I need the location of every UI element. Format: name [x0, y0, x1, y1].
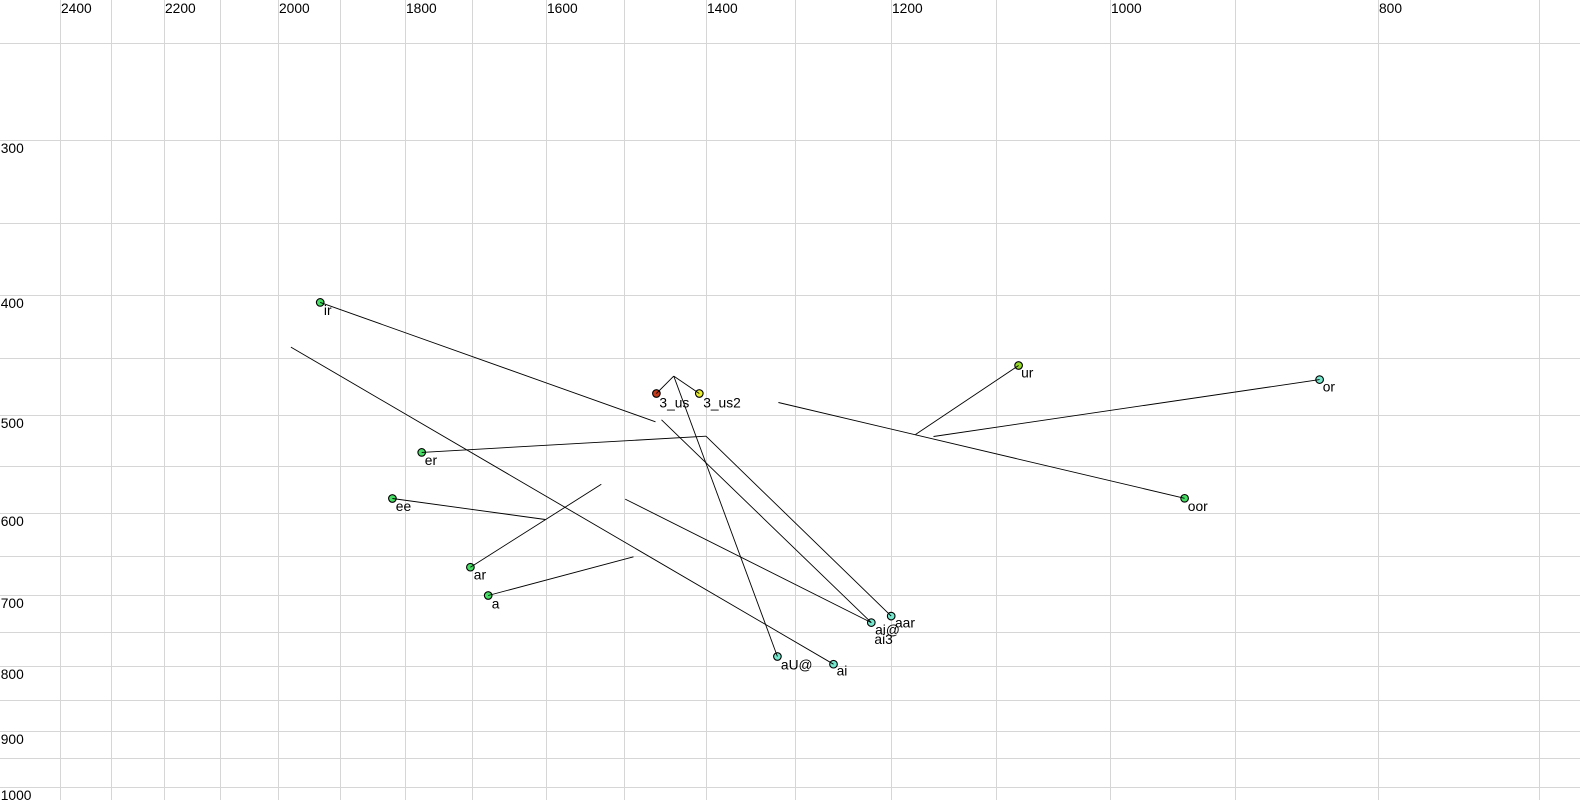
svg-text:ir: ir — [324, 303, 332, 318]
svg-text:1000: 1000 — [1, 788, 32, 800]
svg-text:2400: 2400 — [61, 1, 92, 16]
svg-text:500: 500 — [1, 416, 24, 431]
svg-text:ar: ar — [474, 568, 487, 583]
svg-text:800: 800 — [1379, 1, 1402, 16]
svg-text:ai@: ai@ — [875, 622, 900, 637]
svg-text:er: er — [425, 453, 438, 468]
svg-text:ur: ur — [1021, 366, 1034, 381]
svg-text:3_us: 3_us — [659, 395, 689, 410]
svg-text:700: 700 — [1, 596, 24, 611]
svg-text:or: or — [1323, 380, 1336, 395]
svg-text:aU@: aU@ — [781, 657, 813, 672]
svg-text:ee: ee — [396, 499, 412, 514]
svg-text:a: a — [492, 596, 500, 611]
svg-text:oor: oor — [1188, 499, 1208, 514]
svg-text:1000: 1000 — [1111, 1, 1142, 16]
svg-text:3_us2: 3_us2 — [703, 395, 741, 410]
svg-text:800: 800 — [1, 667, 24, 682]
svg-text:1600: 1600 — [547, 1, 578, 16]
svg-text:1800: 1800 — [406, 1, 437, 16]
svg-text:2200: 2200 — [165, 1, 196, 16]
svg-text:600: 600 — [1, 514, 24, 529]
svg-text:ai3: ai3 — [874, 632, 893, 647]
svg-text:1200: 1200 — [892, 1, 923, 16]
svg-text:2000: 2000 — [279, 1, 310, 16]
svg-text:aar: aar — [895, 616, 915, 631]
svg-text:400: 400 — [1, 296, 24, 311]
svg-text:ai: ai — [837, 664, 848, 679]
svg-text:1400: 1400 — [707, 1, 738, 16]
svg-text:900: 900 — [1, 732, 24, 747]
svg-text:300: 300 — [1, 141, 24, 156]
